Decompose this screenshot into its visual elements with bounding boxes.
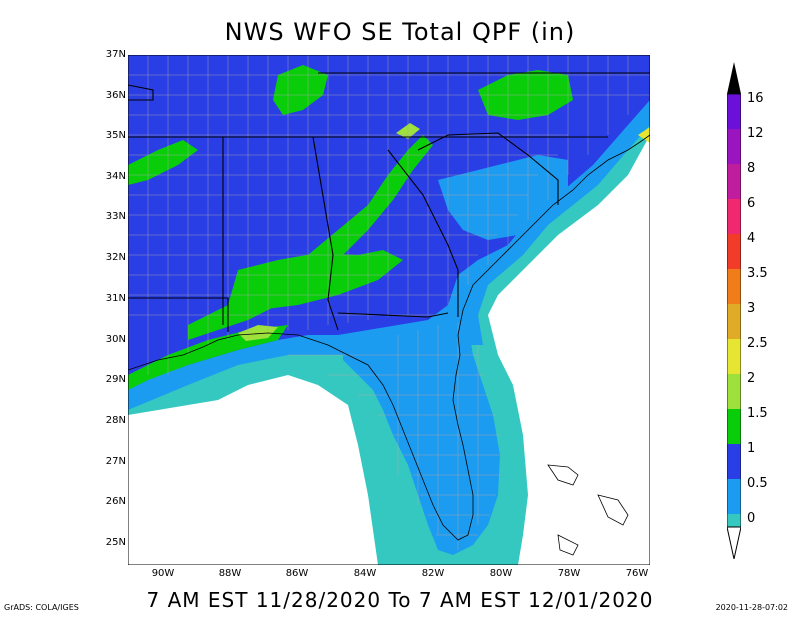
colorbar-label: 2 (747, 371, 756, 386)
qpf-zone-moderate (188, 135, 433, 340)
colorbar-label: 6 (747, 196, 756, 211)
colorbar-bottom-arrow (727, 526, 741, 559)
lon-label: 86W (285, 568, 309, 579)
colorbar-label: 8 (747, 161, 756, 176)
valid-period: 7 AM EST 11/28/2020 To 7 AM EST 12/01/20… (146, 588, 654, 612)
colorbar-top-arrow (727, 62, 741, 94)
colorbar-label: 3.5 (747, 266, 768, 281)
colorbar-label: 2.5 (747, 336, 768, 351)
colorbar-label: 4 (747, 231, 756, 246)
lat-label: 30N (105, 334, 126, 345)
colorbar (727, 62, 741, 559)
lat-label: 32N (105, 252, 126, 263)
qpf-map (128, 55, 650, 565)
qpf-zone-moderate (273, 65, 328, 115)
qpf-zone-light (438, 155, 568, 240)
lat-label: 26N (105, 496, 126, 507)
lat-label: 35N (105, 130, 126, 141)
qpf-zone-trace (638, 127, 650, 143)
lat-label: 37N (105, 49, 126, 60)
lat-label: 31N (105, 293, 126, 304)
colorbar-label: 1 (747, 441, 756, 456)
timestamp: 2020-11-28-07:02 (715, 603, 788, 612)
lat-label: 28N (105, 415, 126, 426)
lon-label: 80W (489, 568, 513, 579)
colorbar-label: 0 (747, 511, 756, 526)
colorbar-label: 1.5 (747, 406, 768, 421)
qpf-zone-moderate (128, 325, 288, 390)
colorbar-label: 16 (747, 91, 764, 106)
lat-label: 27N (105, 456, 126, 467)
lon-label: 78W (557, 568, 581, 579)
colorbar-label: 12 (747, 126, 764, 141)
lat-label: 34N (105, 171, 126, 182)
lat-label: 33N (105, 211, 126, 222)
qpf-zone-light (343, 317, 500, 555)
lon-label: 84W (353, 568, 377, 579)
colorbar-label: 3 (747, 301, 756, 316)
chart-title: NWS WFO SE Total QPF (in) (224, 18, 576, 46)
qpf-zone-moderate (128, 140, 198, 185)
lon-label: 82W (421, 568, 445, 579)
lat-label: 25N (105, 537, 126, 548)
credit-text: GrADS: COLA/IGES (4, 603, 79, 612)
lon-label: 88W (218, 568, 242, 579)
colorbar-label: 0.5 (747, 476, 768, 491)
lat-label: 29N (105, 374, 126, 385)
lat-label: 36N (105, 90, 126, 101)
lon-label: 76W (625, 568, 649, 579)
lon-label: 90W (151, 568, 175, 579)
